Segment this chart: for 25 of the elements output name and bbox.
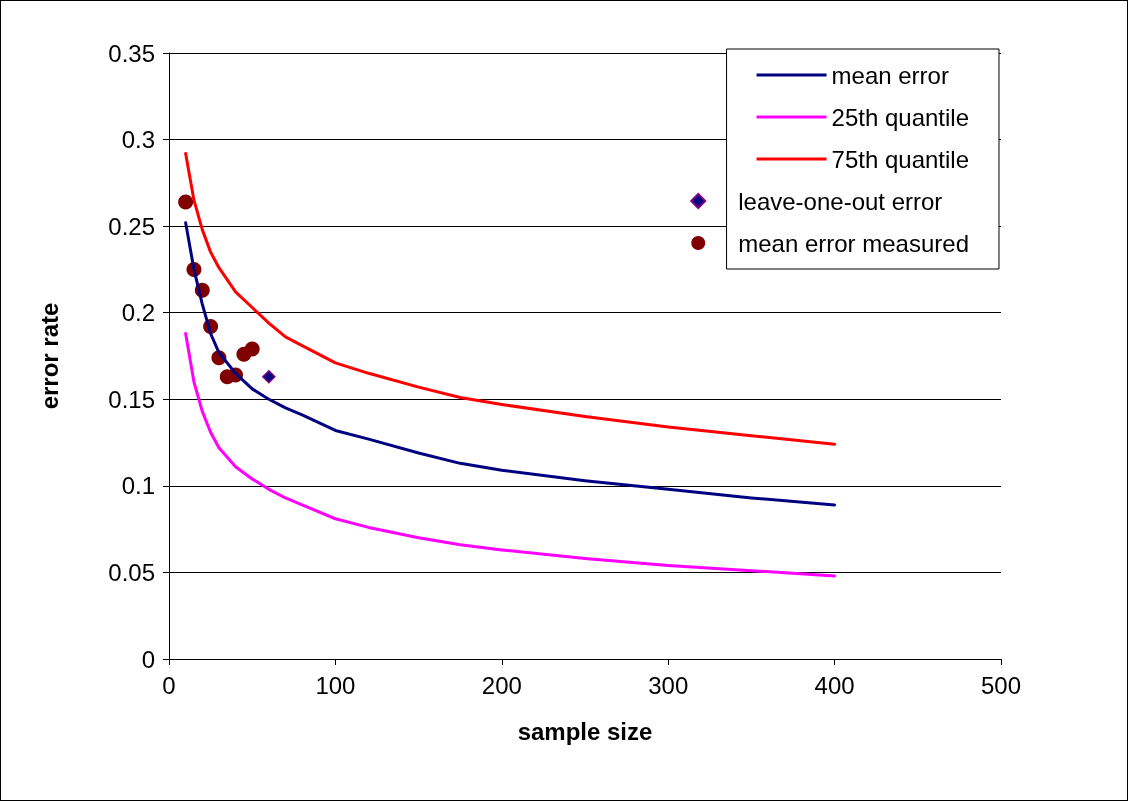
- point: [178, 194, 194, 210]
- legend-label: mean error: [831, 61, 949, 89]
- x-tick-label: 200: [481, 671, 522, 699]
- y-tick-label: 0.25: [108, 212, 155, 240]
- x-axis-title: sample size: [517, 717, 653, 745]
- legend-label: leave-one-out error: [738, 187, 943, 215]
- legend-label: mean error measured: [738, 229, 969, 257]
- y-tick-label: 0.2: [121, 299, 155, 327]
- point: [262, 370, 276, 384]
- point: [244, 341, 260, 357]
- line-series: [184, 331, 837, 578]
- x-tick-label: 300: [648, 671, 689, 699]
- x-tick-label: 0: [162, 671, 176, 699]
- legend-label: 75th quantile: [831, 145, 969, 173]
- y-tick-label: 0.35: [108, 39, 155, 67]
- x-tick-label: 500: [980, 671, 1022, 699]
- y-tick-label: 0.3: [121, 126, 155, 154]
- x-tick-label: 400: [814, 671, 855, 699]
- y-tick-label: 0: [141, 645, 155, 673]
- legend-label: 25th quantile: [831, 103, 969, 131]
- y-tick-label: 0.05: [108, 558, 155, 586]
- y-tick-label: 0.1: [121, 472, 155, 500]
- x-tick-label: 100: [315, 671, 356, 699]
- y-axis-title: error rate: [35, 302, 63, 410]
- y-tick-label: 0.15: [108, 385, 155, 413]
